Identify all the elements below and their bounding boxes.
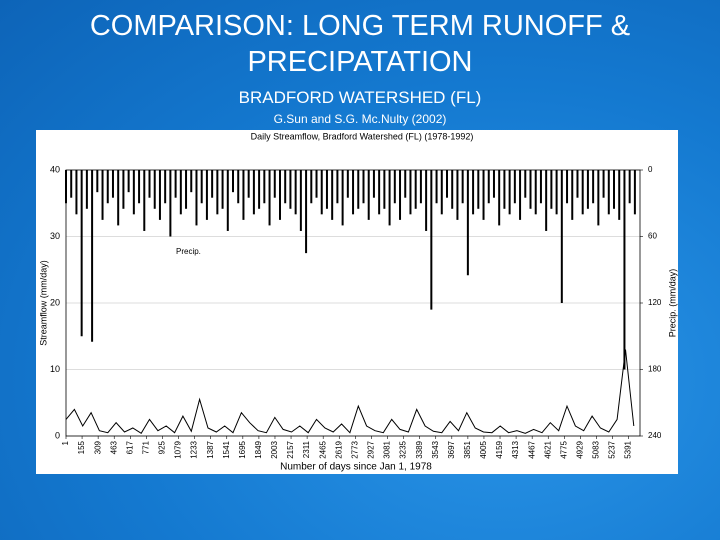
x-tick-label: 1387: [206, 440, 215, 458]
y2-tick-label: 60: [648, 232, 657, 241]
x-tick-label: 1541: [222, 440, 231, 458]
y-tick-label: 0: [55, 430, 60, 440]
slide-title: COMPARISON: LONG TERM RUNOFF & PRECIPATA…: [0, 8, 720, 80]
y2-tick-label: 240: [648, 431, 662, 440]
x-tick-label: 3389: [415, 440, 424, 458]
x-tick-label: 617: [125, 440, 134, 454]
title-line: PRECIPATATION: [247, 46, 473, 78]
x-tick-label: 1695: [238, 440, 247, 458]
streamflow-line: [65, 349, 635, 434]
x-tick-label: 3081: [383, 440, 392, 458]
x-tick-label: 3851: [463, 440, 472, 458]
x-tick-label: 5391: [624, 440, 633, 458]
x-tick-label: 2157: [286, 440, 295, 458]
x-tick-label: 463: [109, 440, 118, 454]
chart-title: Daily Streamflow, Bradford Watershed (FL…: [251, 131, 474, 141]
x-tick-label: 3543: [431, 440, 440, 458]
x-tick-label: 4313: [511, 440, 520, 458]
citation: G.Sun and S.G. Mc.Nulty (2002): [273, 112, 447, 126]
y-axis-label: Streamflow (mm/day): [38, 260, 48, 346]
title-line: COMPARISON: LONG TERM RUNOFF &: [89, 10, 631, 42]
y-tick-label: 30: [50, 231, 60, 241]
x-tick-label: 1: [61, 440, 70, 445]
x-tick-label: 3697: [447, 440, 456, 458]
x-tick-label: 1849: [254, 440, 263, 458]
x-tick-label: 2311: [302, 440, 311, 458]
x-tick-label: 4005: [479, 440, 488, 458]
x-tick-label: 5083: [592, 440, 601, 458]
y-tick-label: 20: [50, 297, 60, 307]
x-tick-label: 4929: [576, 440, 585, 458]
x-tick-label: 1233: [190, 440, 199, 458]
x-tick-label: 2927: [367, 440, 376, 458]
x-tick-label: 4467: [527, 440, 536, 458]
x-tick-label: 4621: [543, 440, 552, 458]
y-tick-label: 40: [50, 164, 60, 174]
y-tick-label: 10: [50, 364, 60, 374]
x-tick-label: 3235: [399, 440, 408, 458]
x-tick-label: 155: [77, 440, 86, 454]
x-tick-label: 2003: [270, 440, 279, 458]
x-tick-label: 771: [141, 440, 150, 454]
x-tick-label: 4775: [559, 440, 568, 458]
y2-tick-label: 180: [648, 365, 662, 374]
x-tick-label: 1079: [174, 440, 183, 458]
x-tick-label: 925: [158, 440, 167, 454]
subtitle: BRADFORD WATERSHED (FL): [238, 88, 482, 107]
annotation: Precip.: [176, 247, 201, 256]
x-tick-label: 5237: [608, 440, 617, 458]
y2-axis-label: Precip. (mm/day): [667, 269, 677, 338]
y2-tick-label: 120: [648, 298, 662, 307]
x-tick-label: 2619: [334, 440, 343, 458]
x-axis-label: Number of days since Jan 1, 1978: [280, 462, 432, 473]
x-tick-label: 2465: [318, 440, 327, 458]
x-tick-label: 309: [93, 440, 102, 454]
x-tick-label: 4159: [495, 440, 504, 458]
x-tick-label: 2773: [350, 440, 359, 458]
y2-tick-label: 0: [648, 165, 653, 174]
